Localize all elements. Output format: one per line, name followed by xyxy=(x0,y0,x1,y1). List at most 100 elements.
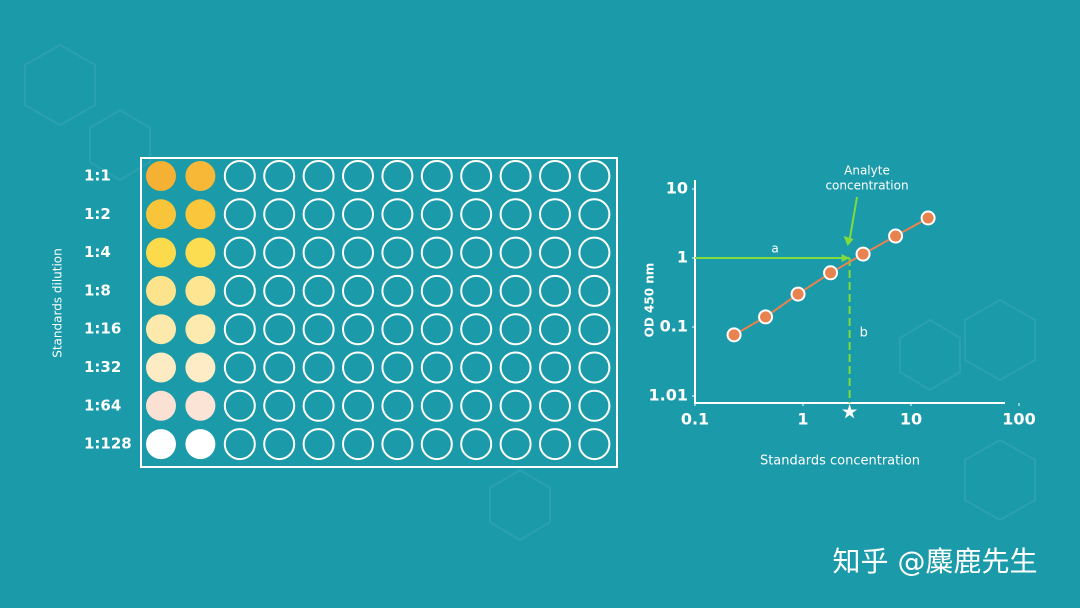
empty-well xyxy=(342,198,374,231)
decor-hex xyxy=(89,108,151,182)
plate-frame xyxy=(140,157,618,468)
analyte-star xyxy=(842,404,858,419)
empty-well xyxy=(263,160,296,192)
row-label: 1:64 xyxy=(84,396,121,414)
empty-well xyxy=(420,389,453,422)
filled-well xyxy=(146,237,176,268)
data-point xyxy=(888,228,904,244)
filled-well xyxy=(146,352,176,383)
empty-well xyxy=(223,236,256,269)
empty-well xyxy=(263,351,296,384)
empty-well xyxy=(578,351,611,384)
empty-well xyxy=(342,274,374,307)
empty-well xyxy=(381,160,414,192)
filled-well xyxy=(146,390,176,421)
empty-well xyxy=(499,198,532,231)
empty-well xyxy=(381,274,414,307)
empty-well xyxy=(499,389,532,422)
data-point xyxy=(855,246,871,262)
empty-well xyxy=(539,274,571,307)
empty-well xyxy=(420,428,453,461)
filled-well xyxy=(185,352,216,383)
empty-well xyxy=(302,313,335,346)
empty-well xyxy=(381,198,414,231)
empty-well xyxy=(499,313,532,346)
y-tick-label: 10 xyxy=(666,179,688,198)
row-label: 1:1 xyxy=(84,167,111,185)
empty-well xyxy=(539,351,571,384)
empty-well xyxy=(342,160,374,192)
y-tick-label: 1 xyxy=(677,248,688,267)
empty-well xyxy=(381,351,414,384)
data-point xyxy=(758,309,774,325)
guide-arrow xyxy=(841,254,850,262)
empty-well xyxy=(539,236,571,269)
data-point xyxy=(790,286,806,302)
empty-well xyxy=(460,274,493,307)
decor-hex xyxy=(899,318,961,392)
empty-well xyxy=(578,389,611,422)
y-tick-label: 0.1 xyxy=(660,317,688,336)
decor-hex xyxy=(964,438,1036,522)
plate-axis-label: Standards dilution xyxy=(51,248,65,358)
empty-well xyxy=(263,389,296,422)
y-axis-label: OD 450 nm xyxy=(643,263,657,338)
filled-well xyxy=(146,275,176,306)
empty-well xyxy=(578,313,611,346)
empty-well xyxy=(223,274,256,307)
empty-well xyxy=(302,428,335,461)
empty-well xyxy=(578,160,611,192)
x-tick-label: 10 xyxy=(900,410,922,429)
filled-well xyxy=(185,199,216,230)
empty-well xyxy=(302,274,335,307)
empty-well xyxy=(420,351,453,384)
empty-well xyxy=(223,389,256,422)
empty-well xyxy=(460,428,493,461)
empty-well xyxy=(420,160,453,192)
x-tick-label: 1 xyxy=(797,410,808,429)
empty-well xyxy=(578,198,611,231)
decor-hex xyxy=(964,298,1036,382)
x-axis-label: Standards concentration xyxy=(760,454,920,469)
empty-well xyxy=(420,198,453,231)
empty-well xyxy=(263,274,296,307)
empty-well xyxy=(342,236,374,269)
decor-hex xyxy=(489,468,551,542)
empty-well xyxy=(223,198,256,231)
empty-well xyxy=(302,160,335,192)
empty-well xyxy=(342,313,374,346)
row-label: 1:2 xyxy=(84,205,111,223)
empty-well xyxy=(302,351,335,384)
filled-well xyxy=(146,314,176,345)
empty-well xyxy=(460,236,493,269)
empty-well xyxy=(263,428,296,461)
empty-well xyxy=(381,313,414,346)
data-point xyxy=(726,327,742,343)
watermark: 知乎 @麋鹿先生 xyxy=(833,545,1038,578)
empty-well xyxy=(539,198,571,231)
empty-well xyxy=(381,389,414,422)
annotation-text: Analyte xyxy=(844,164,890,178)
annotation-text: concentration xyxy=(825,179,908,193)
empty-well xyxy=(578,274,611,307)
empty-well xyxy=(460,351,493,384)
row-label: 1:128 xyxy=(84,435,132,453)
empty-well xyxy=(578,236,611,269)
empty-well xyxy=(578,428,611,461)
empty-well xyxy=(539,160,571,192)
row-label: 1:16 xyxy=(84,320,121,338)
empty-well xyxy=(342,428,374,461)
x-tick-label: 0.1 xyxy=(681,410,709,429)
empty-well xyxy=(342,351,374,384)
empty-well xyxy=(223,428,256,461)
empty-well xyxy=(499,351,532,384)
filled-well xyxy=(185,161,216,191)
empty-well xyxy=(499,160,532,192)
empty-well xyxy=(499,428,532,461)
empty-well xyxy=(420,274,453,307)
empty-well xyxy=(263,198,296,231)
empty-well xyxy=(460,389,493,422)
empty-well xyxy=(420,236,453,269)
filled-well xyxy=(185,429,216,460)
